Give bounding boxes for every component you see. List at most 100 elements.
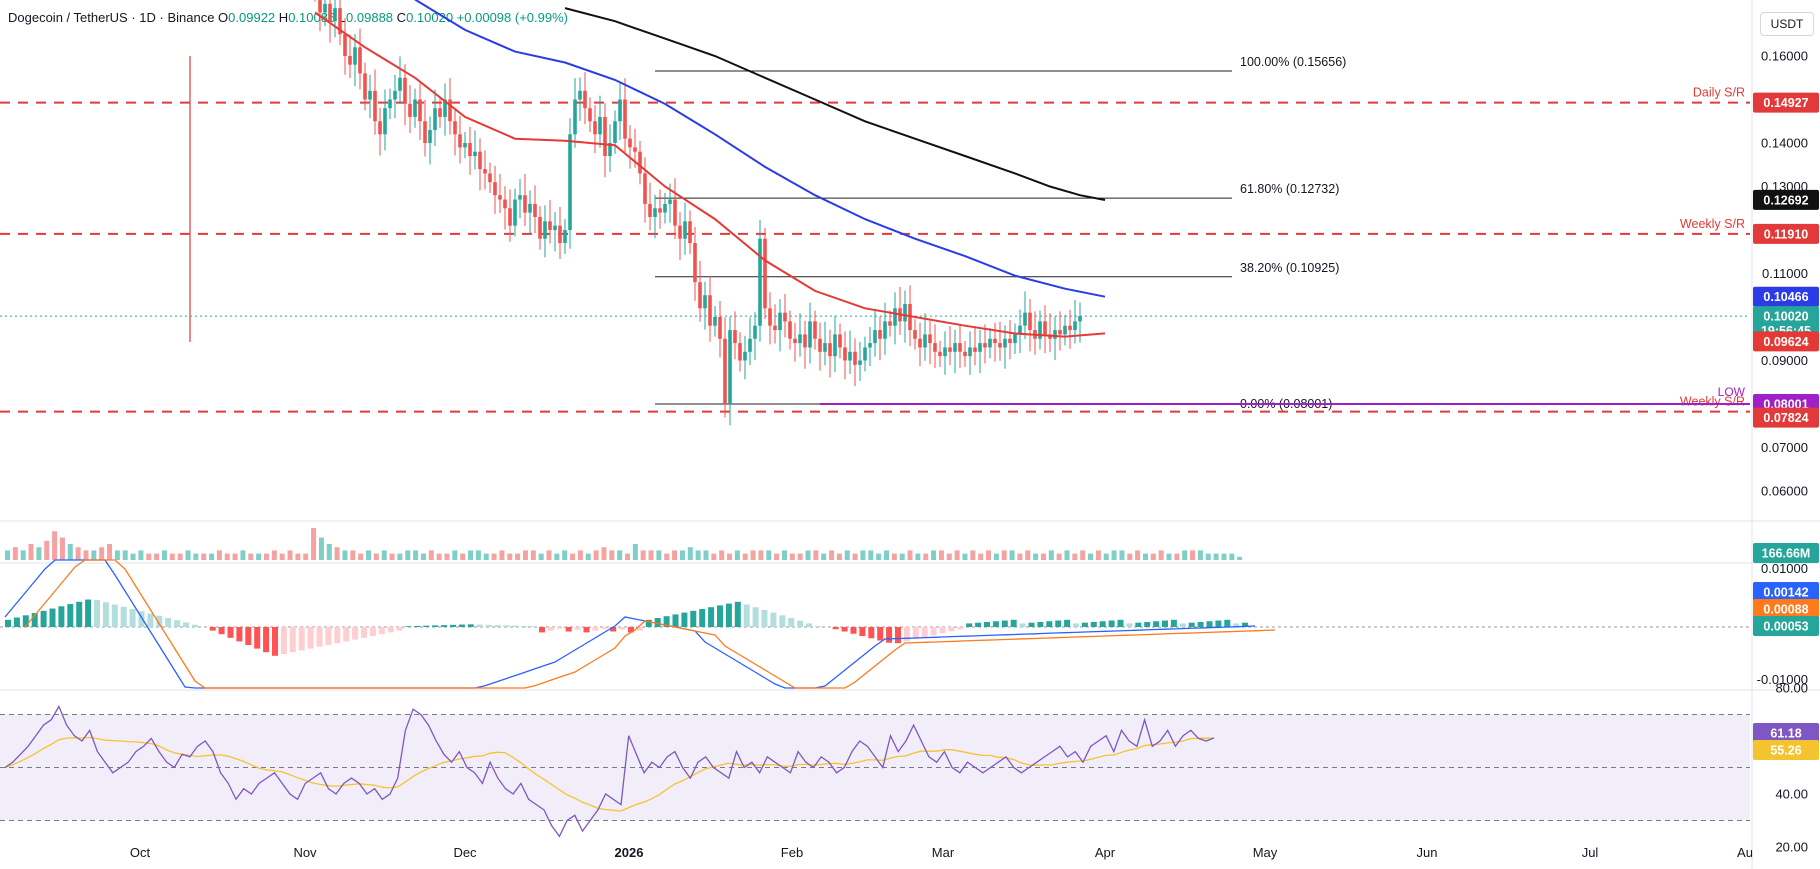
- sma200-line: [564, 7, 1106, 201]
- svg-text:0.10020: 0.10020: [1763, 310, 1808, 324]
- macd-hist-bar: [1108, 620, 1115, 627]
- volume-bar: [83, 550, 89, 560]
- volume-bar: [5, 550, 10, 560]
- sr-label: Daily S/R: [1693, 86, 1745, 100]
- volume-bar: [326, 544, 332, 560]
- volume-bar: [1174, 553, 1180, 560]
- volume-bar: [334, 547, 340, 560]
- volume-bar: [672, 550, 678, 560]
- symbol-title[interactable]: Dogecoin / TetherUS · 1D · Binance: [8, 10, 215, 25]
- candle: [1058, 311, 1062, 351]
- volume-bar: [240, 550, 246, 560]
- candle: [578, 77, 582, 121]
- time-axis-tick: May: [1253, 845, 1278, 860]
- candle: [968, 331, 972, 375]
- candle: [548, 199, 552, 244]
- candle: [573, 78, 577, 148]
- macd-signal-line: [24, 559, 1276, 689]
- macd-hist-bar: [574, 627, 581, 630]
- candle: [1053, 316, 1057, 361]
- volume-bar: [679, 550, 685, 560]
- macd-hist-bar: [156, 615, 163, 627]
- macd-hist-bar: [832, 627, 839, 630]
- time-axis-tick: Jun: [1417, 845, 1438, 860]
- macd-hist-bar: [654, 618, 661, 627]
- macd-hist-bar: [992, 621, 999, 627]
- candle: [948, 326, 952, 366]
- macd-hist-bar: [494, 625, 501, 627]
- volume-bar: [954, 550, 960, 560]
- candle: [758, 219, 762, 342]
- volume-bar: [530, 550, 536, 560]
- macd-hist-bar: [183, 622, 189, 627]
- candle: [483, 150, 487, 190]
- candle: [1048, 313, 1052, 353]
- macd-hist-bar: [236, 627, 243, 642]
- candle: [388, 88, 392, 120]
- macd-hist-bar: [1073, 623, 1079, 627]
- candle: [823, 321, 827, 366]
- macd-hist-bar: [458, 624, 465, 627]
- svg-text:55.26: 55.26: [1770, 744, 1801, 758]
- macd-hist-bar: [361, 627, 367, 638]
- volume-bar: [295, 553, 301, 560]
- candle: [898, 286, 902, 335]
- macd-hist-bar: [743, 604, 750, 627]
- low-value: 0.09888: [346, 10, 394, 25]
- macd-hist-bar: [441, 625, 448, 627]
- volume-bar: [1040, 553, 1046, 560]
- candle: [338, 0, 342, 46]
- volume-bar: [978, 553, 984, 560]
- macd-hist-bar: [503, 625, 510, 627]
- volume-bar: [546, 550, 552, 560]
- macd-hist-bar: [1162, 620, 1168, 627]
- candle: [838, 323, 842, 359]
- macd-hist-bar: [476, 624, 483, 627]
- macd-hist-bar: [227, 627, 234, 638]
- candle: [518, 179, 522, 219]
- macd-hist-bar: [307, 627, 314, 649]
- high-label: H: [278, 10, 289, 25]
- macd-hist-bar: [467, 624, 474, 627]
- macd-hist-bar: [423, 625, 430, 627]
- macd-hist-bar: [565, 627, 572, 632]
- macd-hist-bar: [1037, 621, 1044, 627]
- candle: [1068, 309, 1072, 349]
- time-axis-tick: Dec: [453, 845, 477, 860]
- candle: [828, 329, 832, 378]
- macd-hist-bar: [1099, 621, 1106, 627]
- candle: [453, 107, 457, 156]
- macd-hist-bar: [663, 616, 670, 627]
- macd-hist-bar: [1028, 622, 1035, 627]
- candle: [488, 162, 492, 194]
- candle: [943, 331, 947, 375]
- candle: [853, 338, 857, 387]
- macd-hist-bar: [396, 627, 403, 631]
- macd-hist-bar: [94, 600, 100, 627]
- volume-bar: [577, 550, 583, 560]
- macd-hist-bar: [868, 627, 875, 639]
- macd-hist-bar: [316, 627, 323, 647]
- macd-hist-bar: [22, 615, 29, 627]
- candle: [808, 302, 812, 364]
- volume-bar: [836, 553, 842, 560]
- macd-hist-bar: [405, 626, 412, 627]
- macd-hist-bar: [263, 627, 270, 653]
- candle: [963, 340, 967, 368]
- svg-text:166.66M: 166.66M: [1762, 547, 1811, 561]
- volume-bar: [373, 553, 379, 560]
- volume-bar: [1064, 550, 1070, 560]
- macd-hist-bar: [547, 627, 554, 631]
- candle: [663, 193, 667, 224]
- candle: [623, 78, 627, 153]
- time-axis-tick: Mar: [932, 845, 955, 860]
- svg-text:61.18: 61.18: [1770, 727, 1801, 741]
- macd-hist-badge: 0.00053: [1753, 616, 1819, 636]
- volume-bar: [1080, 550, 1086, 560]
- currency-unit-button[interactable]: USDT: [1760, 12, 1814, 36]
- macd-hist-bar: [76, 601, 83, 627]
- volume-bar: [750, 550, 756, 560]
- sma100-line: [414, 0, 1106, 298]
- candle: [918, 322, 922, 367]
